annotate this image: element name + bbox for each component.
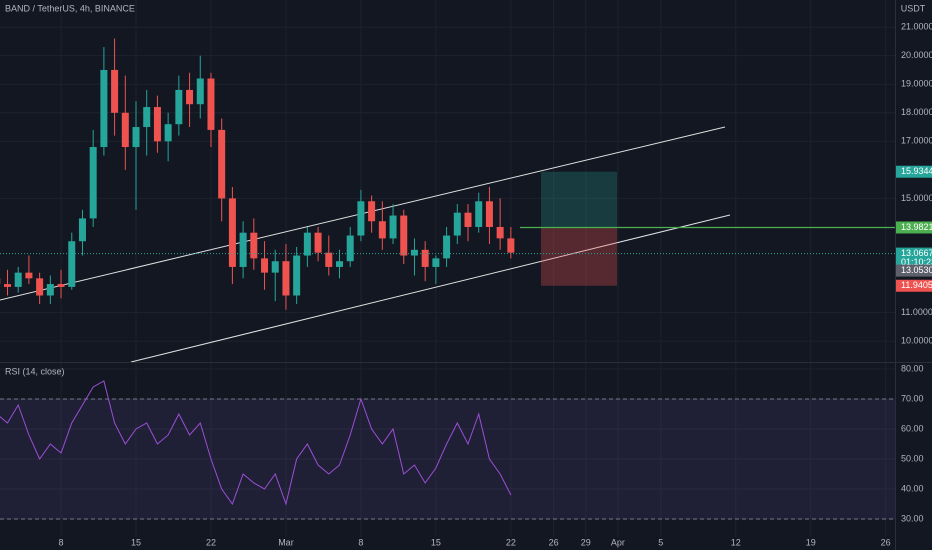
- candle-body: [100, 69, 108, 148]
- candle-body: [464, 212, 472, 227]
- price-tag-label: 11.9405: [901, 280, 932, 290]
- rsi-tick-label: 50.00: [901, 453, 924, 463]
- candle-body: [496, 226, 504, 239]
- candle-body: [314, 232, 322, 253]
- x-tick-label: 22: [206, 537, 216, 547]
- x-tick-label: 15: [431, 537, 441, 547]
- x-tick-label: 22: [506, 537, 516, 547]
- candle-body: [432, 258, 440, 267]
- candle-body: [378, 221, 386, 239]
- price-tag: [896, 165, 932, 178]
- x-tick-label: 15: [131, 537, 141, 547]
- x-tick-label: Apr: [611, 537, 625, 547]
- candle-body: [475, 201, 483, 227]
- y-tick-label: 20.0000: [901, 50, 932, 60]
- y-tick-label: 11.0000: [901, 307, 932, 317]
- price-tag-label: 13.0667: [901, 248, 932, 258]
- price-tag: [896, 247, 932, 268]
- symbol-title: BAND / TetherUS, 4h, BINANCE: [5, 3, 135, 13]
- candle-body: [282, 261, 290, 296]
- candle-body: [346, 235, 354, 262]
- candle-body: [132, 127, 140, 148]
- y-tick-label: 19.0000: [901, 79, 932, 89]
- rsi-tick-label: 80.00: [901, 363, 924, 373]
- candle-body: [78, 218, 86, 242]
- candle-body: [89, 147, 97, 219]
- candle-body: [175, 89, 183, 125]
- prev-close-tag: [896, 264, 932, 277]
- price-tag-label: 15.9344: [901, 166, 932, 176]
- position-profit: [541, 171, 617, 228]
- candle-body: [421, 249, 429, 267]
- candle-body: [443, 235, 451, 259]
- candle-body: [68, 241, 76, 287]
- channel-lower: [130, 214, 731, 363]
- prev-close-label: 13.0530: [901, 265, 932, 275]
- candle-body: [111, 69, 119, 113]
- candle-body: [293, 255, 301, 296]
- x-tick-label: 19: [806, 537, 816, 547]
- x-tick-label: 12: [731, 537, 741, 547]
- rsi-tick-label: 70.00: [901, 393, 924, 403]
- rsi-tick-label: 60.00: [901, 423, 924, 433]
- candle-body: [228, 198, 236, 267]
- candle-body: [507, 238, 515, 253]
- rsi-tick-label: 40.00: [901, 483, 924, 493]
- candle-body: [3, 284, 11, 287]
- x-tick-label: 26: [549, 537, 559, 547]
- candle-body: [485, 201, 493, 227]
- candle-body: [218, 129, 226, 199]
- price-tag: [896, 221, 932, 234]
- y-tick-label: 10.0000: [901, 336, 932, 346]
- candle-body: [335, 261, 343, 267]
- x-tick-label: 26: [881, 537, 891, 547]
- price-tag: [896, 279, 932, 292]
- candle-body: [57, 284, 65, 287]
- x-tick-label: 8: [358, 537, 363, 547]
- countdown: 01:10:23: [901, 257, 932, 267]
- y-tick-label: 15.0000: [901, 193, 932, 203]
- candle-body: [14, 272, 22, 287]
- candle-body: [325, 252, 333, 267]
- candle-body: [400, 215, 408, 256]
- x-tick-label: 29: [581, 537, 591, 547]
- candle-body: [250, 232, 258, 259]
- rsi-title: RSI (14, close): [5, 366, 65, 376]
- candle-body: [357, 201, 365, 236]
- candle-body: [143, 107, 151, 128]
- x-tick-label: 8: [59, 537, 64, 547]
- currency: USDT: [901, 3, 926, 13]
- rsi-band: [0, 398, 895, 519]
- candle-body: [186, 89, 194, 105]
- candle-body: [303, 232, 311, 256]
- candle-body: [239, 232, 247, 267]
- position-loss: [541, 227, 617, 286]
- candle-body: [207, 78, 215, 130]
- candle-body: [389, 215, 397, 239]
- candle-body: [261, 258, 269, 273]
- candle-body: [25, 272, 33, 279]
- candle-body: [453, 212, 461, 236]
- rsi-line: [0, 380, 512, 506]
- candle-body: [36, 278, 44, 296]
- candle-body: [196, 78, 204, 105]
- rsi-tick-label: 30.00: [901, 513, 924, 523]
- y-tick-label: 21.0000: [901, 21, 932, 31]
- x-tick-label: 5: [658, 537, 663, 547]
- price-tag-label: 13.9821: [901, 222, 932, 232]
- candle-body: [121, 112, 129, 148]
- candle-body: [164, 124, 172, 142]
- y-tick-label: 17.0000: [901, 136, 932, 146]
- candle-body: [153, 107, 161, 142]
- candle-body: [410, 249, 418, 256]
- x-tick-label: Mar: [278, 537, 294, 547]
- candle-body: [271, 261, 279, 273]
- candle-body: [46, 284, 54, 296]
- candle-body: [368, 201, 376, 222]
- y-tick-label: 18.0000: [901, 107, 932, 117]
